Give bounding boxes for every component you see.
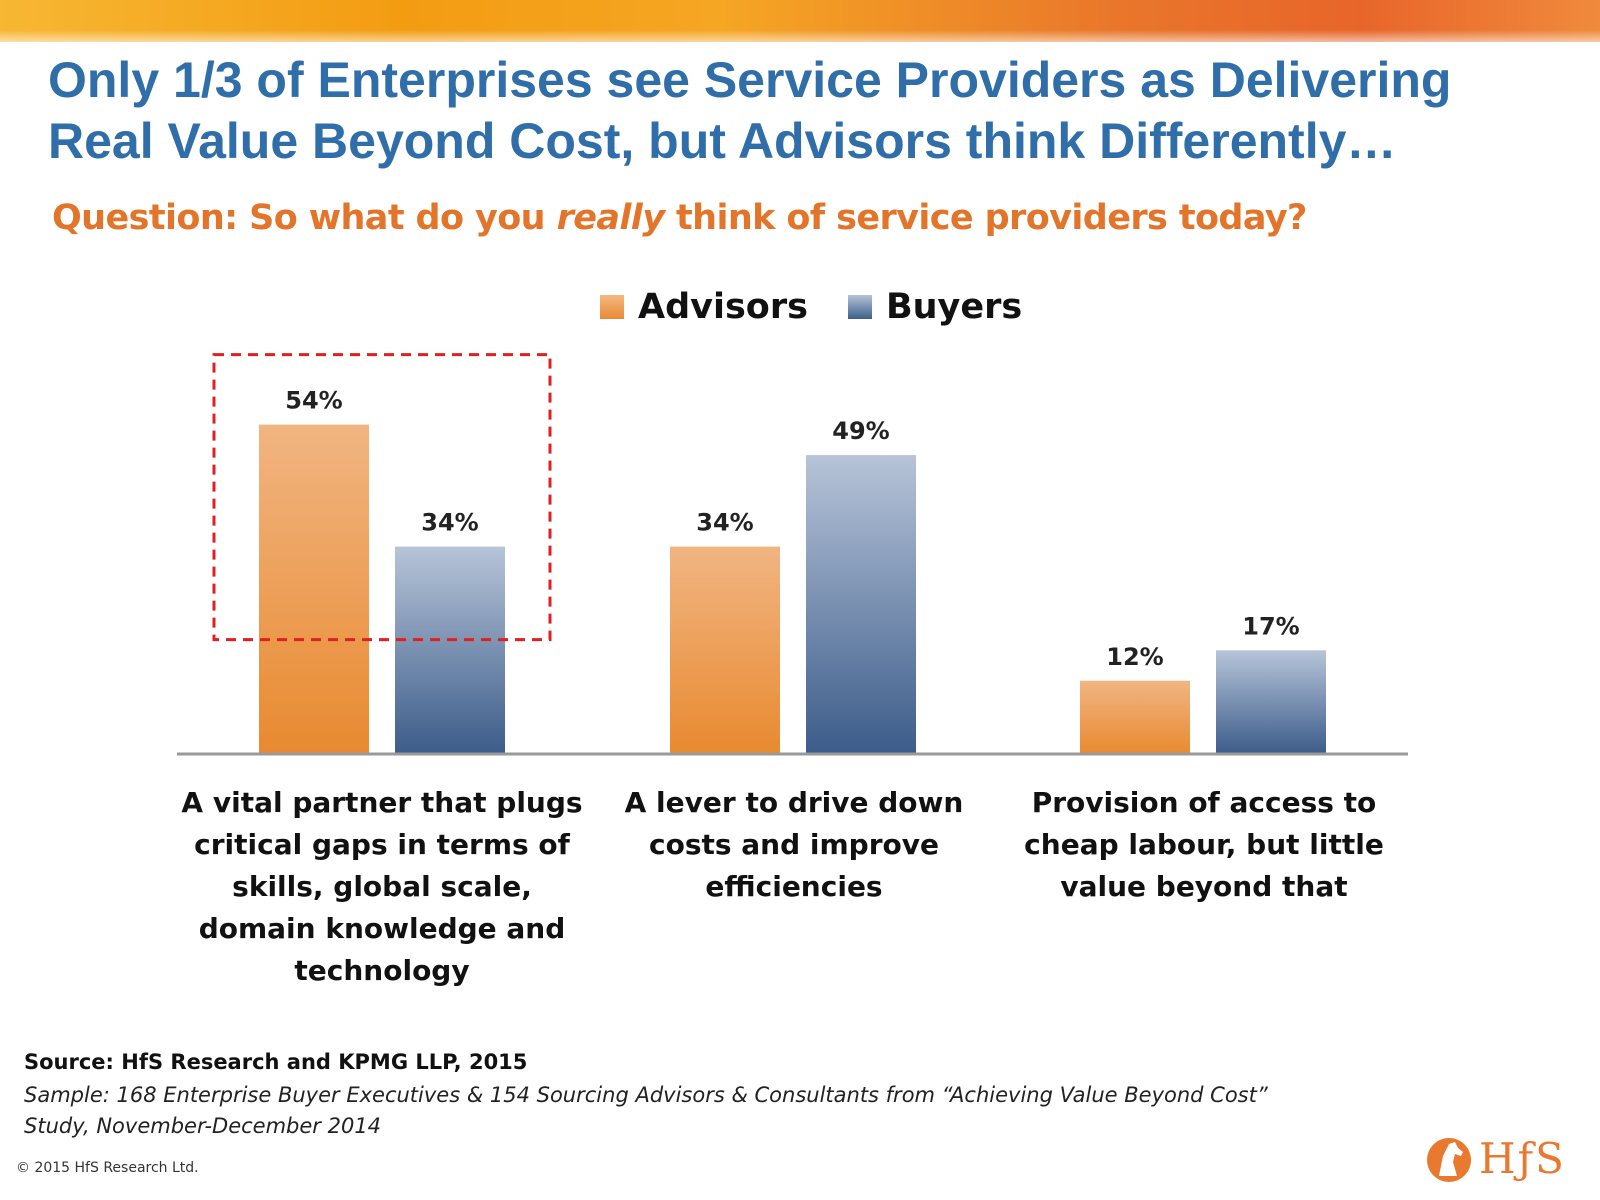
bar-advisors-1 — [670, 546, 780, 754]
question-subtitle: Question: So what do you really think of… — [52, 198, 1307, 238]
bars-layer: 54% 34% 34% 49% 12% 17% — [212, 353, 1326, 754]
legend-item-buyers: Buyers — [847, 287, 1023, 327]
data-label-advisors-0: 54% — [285, 387, 342, 415]
page-title: Only 1/3 of Enterprises see Service Prov… — [48, 52, 1452, 169]
copyright-text: © 2015 HfS Research Ltd. — [16, 1160, 199, 1176]
data-label-advisors-2: 12% — [1106, 643, 1163, 671]
hfs-logo: HƒS — [1425, 1132, 1566, 1184]
horse-head-icon — [1427, 1138, 1471, 1182]
bar-advisors-2 — [1080, 680, 1190, 754]
question-text-before: Question: So what do you — [52, 198, 557, 238]
highlight-box — [212, 353, 552, 642]
logo-text: HƒS — [1479, 1133, 1566, 1183]
legend-item-advisors: Advisors — [600, 287, 808, 327]
data-label-buyers-1: 49% — [832, 417, 889, 445]
question-text-after: think of service providers today? — [664, 198, 1307, 238]
bar-advisors-0 — [259, 424, 369, 754]
data-label-buyers-0: 34% — [421, 509, 478, 537]
legend-swatch-advisors — [600, 295, 624, 319]
question-text-emphasis: really — [556, 198, 665, 238]
data-label-buyers-2: 17% — [1242, 612, 1299, 640]
bar-buyers-0 — [395, 546, 505, 754]
category-label-vital-partner: A vital partner that plugs critical gaps… — [181, 786, 583, 987]
category-label-cheap-labour: Provision of access to cheap labour, but… — [1024, 786, 1384, 903]
bar-buyers-1 — [806, 455, 916, 754]
chart-legend: Advisors Buyers — [600, 285, 1062, 329]
category-label-lever-costs: A lever to drive down costs and improve … — [624, 786, 964, 903]
bar-buyers-2 — [1216, 650, 1326, 754]
data-label-advisors-1: 34% — [696, 509, 753, 537]
top-banner — [0, 0, 1600, 42]
sample-note: Sample: 168 Enterprise Buyer Executives … — [24, 1083, 1268, 1138]
legend-swatch-buyers — [847, 295, 872, 319]
bar-chart: 54% 34% 34% 49% 12% 17% — [177, 353, 1408, 756]
legend-label-buyers: Buyers — [885, 287, 1023, 327]
source-note: Source: HfS Research and KPMG LLP, 2015 — [24, 1050, 528, 1074]
legend-label-advisors: Advisors — [638, 287, 808, 327]
